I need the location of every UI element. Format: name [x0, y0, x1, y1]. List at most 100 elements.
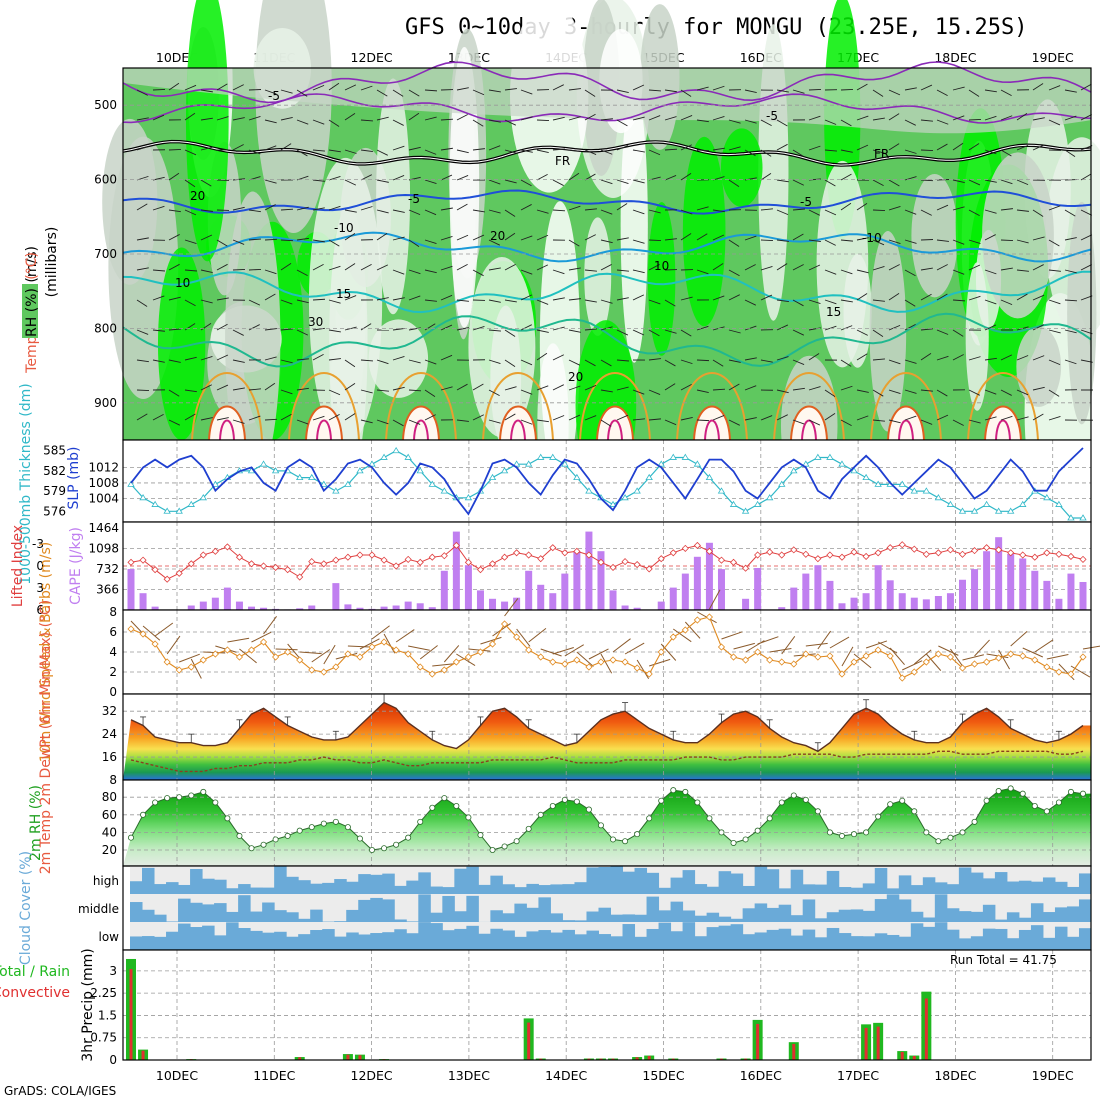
wind-barb	[152, 114, 165, 121]
wind-barb	[152, 413, 164, 421]
wind-barb	[456, 87, 469, 91]
rh-axis-label: 2m RH (%)	[28, 785, 44, 861]
wind-barb	[376, 233, 388, 241]
cloud-cell	[838, 909, 852, 922]
wind-barb	[721, 631, 743, 640]
cape-grid	[123, 522, 1091, 610]
rh-tick: 40	[102, 825, 117, 839]
wind-barb	[216, 417, 229, 421]
rh-point	[489, 847, 496, 854]
precip-tick: 1.5	[98, 1008, 117, 1022]
cloud-cell	[538, 930, 551, 950]
wind-barb	[904, 415, 917, 421]
cloud-cell	[406, 921, 419, 922]
wind-barb	[889, 647, 905, 665]
precip-convective-bar	[129, 969, 133, 1060]
wind-barb	[504, 149, 517, 154]
rh-point	[381, 845, 388, 852]
cloud-cell	[958, 938, 972, 950]
wind-speed-point	[585, 663, 593, 671]
wind-barb	[376, 389, 389, 392]
wind-barb	[392, 386, 405, 391]
lifted-index-point	[549, 544, 557, 552]
lifted-index-point	[151, 566, 159, 574]
wind-barb	[584, 89, 596, 97]
cloud-cell	[466, 895, 479, 922]
wind-barb	[856, 202, 868, 211]
cloud-cell	[478, 933, 491, 950]
cloud-cell	[382, 932, 395, 950]
wind-barb	[904, 209, 917, 215]
wind-speed-point	[850, 658, 858, 666]
wind-barb	[904, 239, 917, 244]
wind-barb	[904, 359, 917, 364]
wind-barb	[600, 299, 613, 304]
wind-barb	[648, 115, 661, 121]
cape-bar	[946, 593, 954, 610]
cloud-cell	[442, 887, 455, 894]
wind-barb	[1048, 239, 1060, 247]
wind-barb	[142, 625, 161, 641]
wind-barb	[600, 359, 612, 367]
rh-point	[646, 815, 653, 822]
wind-barb	[744, 149, 756, 157]
cloud-cell	[1054, 926, 1068, 950]
wind-barb	[136, 145, 149, 151]
wind-barb	[808, 209, 820, 216]
cloud-cell	[850, 909, 864, 922]
bottom-date-label: 11DEC	[253, 1068, 295, 1083]
bottom-date-label: 12DEC	[351, 1068, 393, 1083]
cloud-cell	[238, 927, 251, 950]
wind-barb	[649, 658, 671, 667]
wind-barb	[504, 359, 516, 367]
wind-barb	[456, 263, 468, 271]
wind-barb	[1032, 413, 1044, 421]
wind-barb	[360, 263, 372, 271]
wind-barb	[616, 297, 629, 301]
lifted-index-point	[790, 546, 798, 554]
wind-barb	[840, 325, 853, 331]
wind-barb	[872, 209, 886, 211]
wind-barb	[424, 116, 437, 121]
cape-bar	[549, 593, 557, 610]
lifted-index-point	[1055, 550, 1063, 558]
wind-barb	[296, 387, 309, 391]
wind-barb	[568, 88, 581, 91]
rh-point	[887, 801, 894, 808]
wind-speed-point	[199, 656, 207, 664]
cloud-cell	[370, 874, 383, 894]
wind-barb	[584, 415, 597, 421]
warm-contour	[773, 372, 845, 441]
thickness-point	[874, 480, 882, 487]
wind-barb	[920, 119, 933, 122]
wind-barb	[968, 264, 981, 271]
wind-barb	[312, 415, 325, 421]
wind-barb	[344, 383, 356, 391]
wind-barb	[744, 264, 756, 271]
wind-barb	[376, 116, 389, 121]
wind-barb	[504, 88, 517, 91]
wind-tick: 8	[109, 605, 117, 619]
cloud-cell	[718, 925, 732, 950]
thickness-tick: 585	[43, 444, 66, 458]
wind-barb	[408, 389, 422, 392]
wind-barb	[952, 239, 965, 245]
wind-barb	[440, 174, 453, 181]
wind-speed-series	[127, 613, 1087, 682]
cloud-cell	[898, 936, 912, 950]
cloud-cell	[958, 911, 972, 922]
thickness-point	[802, 460, 810, 467]
wind-barb	[395, 629, 415, 643]
cloud-cell	[934, 882, 948, 894]
contour-label: -5	[268, 89, 280, 103]
wind-barb	[312, 298, 326, 301]
slp-panel-bg	[123, 440, 1091, 522]
cloud-cell	[658, 887, 672, 894]
rh-series	[127, 785, 1087, 854]
wind-barb	[184, 269, 197, 272]
wind-barb	[408, 269, 421, 275]
wind-speed-point	[380, 638, 388, 646]
cloud-cell	[610, 866, 624, 894]
cape-bar	[995, 537, 1003, 610]
wind-barb	[184, 84, 197, 91]
